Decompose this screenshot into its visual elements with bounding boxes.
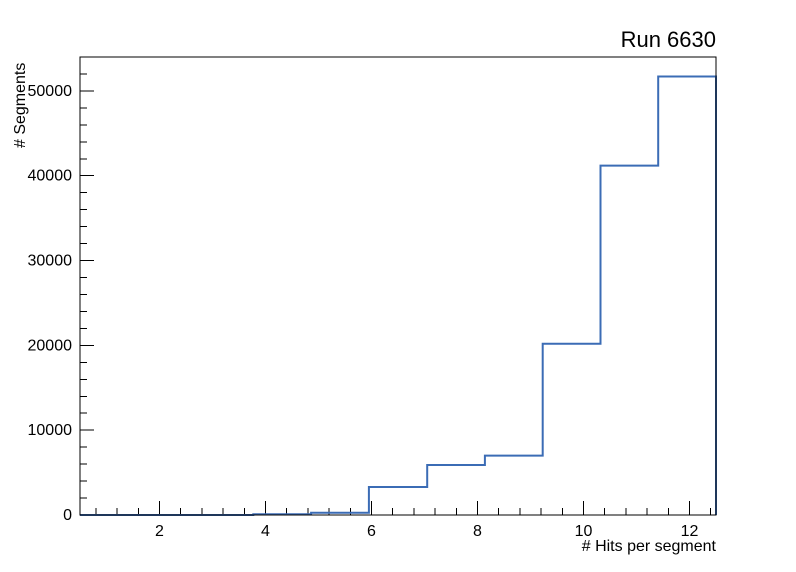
x-tick-label: 8: [473, 523, 482, 540]
plot-frame: [79, 56, 717, 516]
y-tick-label: 40000: [28, 168, 73, 185]
y-tick-label: 20000: [28, 337, 73, 354]
x-axis-title: # Hits per segment: [581, 538, 716, 555]
x-tick-label: 4: [261, 523, 270, 540]
y-tick-label: 0: [63, 507, 72, 524]
x-tick-label: 2: [155, 523, 164, 540]
y-tick-label: 50000: [28, 83, 73, 100]
y-tick-label: 30000: [28, 253, 73, 270]
y-tick-label: 10000: [28, 422, 73, 439]
x-tick-label: 12: [681, 523, 699, 540]
plot-title: Run 6630: [620, 27, 716, 52]
histogram-line: [80, 75, 717, 516]
y-axis-title: # Segments: [12, 62, 29, 148]
x-tick-label: 10: [575, 523, 593, 540]
x-tick-label: 6: [367, 523, 376, 540]
